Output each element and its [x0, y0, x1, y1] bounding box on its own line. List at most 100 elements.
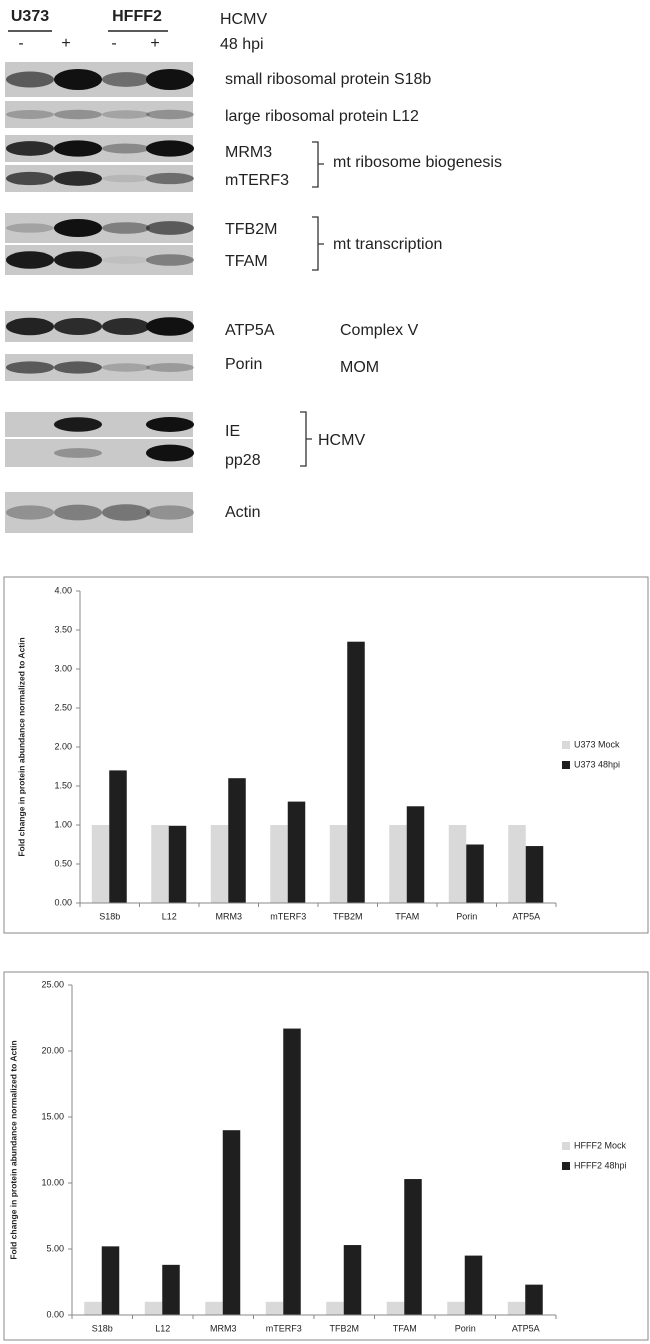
blot-band — [146, 363, 194, 372]
bar — [525, 846, 544, 903]
bar — [109, 770, 127, 903]
y-tick-label: 1.00 — [54, 819, 72, 829]
blot-band — [6, 361, 54, 374]
bar — [386, 1301, 405, 1315]
protein-label: Actin — [225, 504, 261, 521]
cell-line-label: U373 — [11, 8, 49, 25]
blot-band — [146, 221, 194, 235]
blot-band — [102, 318, 150, 335]
y-tick-label: 0.00 — [46, 1309, 64, 1319]
bar — [228, 778, 246, 903]
y-tick-label: 0.00 — [54, 897, 72, 907]
blot-band — [54, 448, 102, 458]
blot-band — [54, 361, 102, 374]
bar — [343, 1245, 362, 1315]
protein-label: TFB2M — [225, 221, 277, 238]
protein-label: Porin — [225, 356, 262, 373]
y-tick-label: 0.50 — [54, 858, 72, 868]
y-tick-label: 15.00 — [41, 1111, 64, 1121]
blot-strip — [5, 492, 193, 533]
blot-band — [6, 505, 54, 520]
blot-band — [6, 141, 54, 156]
protein-label: small ribosomal protein S18b — [225, 71, 431, 88]
bar — [101, 1246, 120, 1315]
bar — [91, 825, 110, 903]
blot-band — [54, 171, 102, 186]
blot-band — [102, 174, 150, 183]
protein-label: MRM3 — [225, 144, 272, 161]
x-tick-label: MRM3 — [216, 911, 243, 921]
blot-band — [6, 71, 54, 88]
protein-label: large ribosomal protein L12 — [225, 108, 419, 125]
x-tick-label: L12 — [155, 1323, 170, 1333]
x-tick-label: ATP5A — [512, 911, 540, 921]
bar — [210, 825, 229, 903]
y-tick-label: 5.00 — [46, 1243, 64, 1253]
group-label: HCMV — [318, 432, 365, 449]
infection-label: HCMV — [220, 11, 267, 28]
legend-label: U373 48hpi — [574, 759, 620, 769]
blot-band — [6, 171, 54, 186]
blot-band — [146, 140, 194, 157]
bar — [144, 1301, 163, 1315]
blot-band — [54, 69, 102, 90]
protein-label: TFAM — [225, 253, 268, 270]
y-tick-label: 2.00 — [54, 741, 72, 751]
blot-band — [146, 69, 194, 90]
x-tick-label: TFB2M — [329, 1323, 359, 1333]
blot-band — [146, 417, 194, 432]
bar — [447, 1301, 465, 1315]
blot-band — [102, 222, 150, 234]
blot-band — [6, 317, 54, 336]
blot-band — [102, 72, 150, 87]
x-tick-label: S18b — [92, 1323, 113, 1333]
bar — [265, 1301, 284, 1315]
bar — [347, 641, 365, 903]
bar — [84, 1301, 102, 1315]
bar — [464, 1255, 483, 1315]
protein-label: IE — [225, 423, 240, 440]
legend-swatch — [562, 1142, 570, 1150]
protein-label: pp28 — [225, 452, 261, 469]
y-tick-label: 20.00 — [41, 1045, 64, 1055]
timepoint-label: 48 hpi — [220, 36, 264, 53]
bar — [448, 825, 467, 903]
blot-band — [54, 140, 102, 157]
legend-swatch — [562, 761, 570, 769]
x-tick-label: TFAM — [393, 1323, 417, 1333]
x-tick-label: S18b — [99, 911, 120, 921]
y-tick-label: 3.00 — [54, 663, 72, 673]
x-tick-label: mTERF3 — [266, 1323, 302, 1333]
bar — [525, 1284, 543, 1315]
x-tick-label: mTERF3 — [270, 911, 306, 921]
bracket — [300, 141, 324, 467]
legend-label: HFFF2 48hpi — [574, 1160, 627, 1170]
x-tick-label: Porin — [455, 1323, 476, 1333]
bar — [404, 1179, 422, 1315]
bar — [507, 1301, 526, 1315]
y-tick-label: 1.50 — [54, 780, 72, 790]
x-tick-label: TFB2M — [333, 911, 363, 921]
bar — [406, 806, 425, 903]
blot-band — [146, 444, 194, 462]
y-axis-title: Fold change in protein abundance normali… — [8, 1040, 18, 1259]
bar — [168, 825, 187, 903]
x-tick-label: Porin — [456, 911, 477, 921]
blot-band — [54, 251, 102, 269]
group-label: mt transcription — [333, 236, 442, 253]
lane-label: - — [18, 35, 23, 52]
blot-strip — [5, 101, 193, 128]
bar — [151, 825, 169, 903]
blot-band — [6, 223, 54, 233]
x-tick-label: L12 — [162, 911, 177, 921]
x-tick-label: MRM3 — [210, 1323, 237, 1333]
blot-band — [146, 317, 194, 336]
blot-band — [102, 363, 150, 372]
bar — [389, 825, 407, 903]
y-tick-label: 2.50 — [54, 702, 72, 712]
bar — [329, 825, 348, 903]
blot-band — [146, 109, 194, 120]
bar — [205, 1301, 223, 1315]
legend-label: HFFF2 Mock — [574, 1140, 627, 1150]
